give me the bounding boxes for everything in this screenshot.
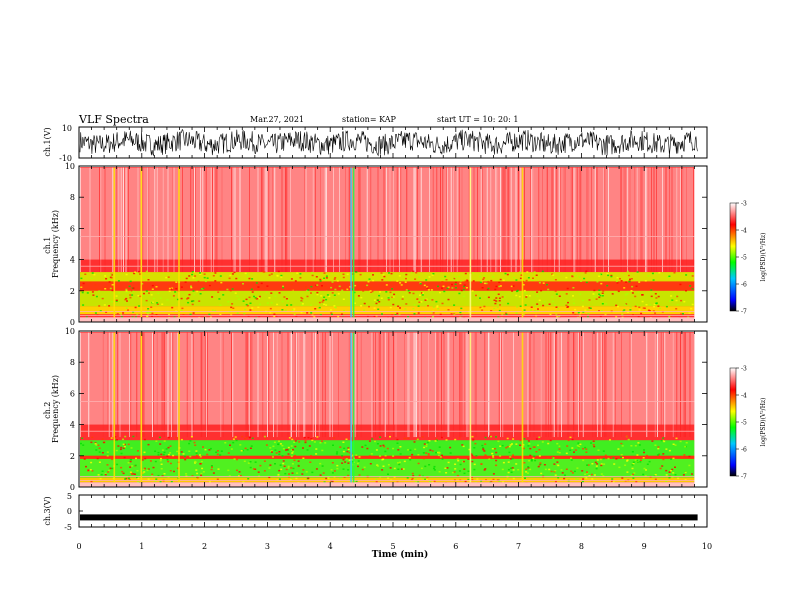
ytick-label: 2	[70, 287, 75, 296]
xtick-label: 7	[516, 542, 521, 551]
colorbar-tick: -6	[741, 282, 747, 289]
xtick-label: 2	[202, 542, 207, 551]
station-label: station= KAP	[342, 115, 396, 124]
colorbar-tick: -4	[741, 393, 747, 400]
xtick-label: 8	[579, 542, 584, 551]
colorbar-tick: -3	[741, 201, 747, 208]
xtick-label: 6	[453, 542, 458, 551]
chart-title: VLF Spectra	[79, 113, 149, 126]
ytick-label: 10	[65, 327, 75, 336]
xtick-label: 5	[390, 542, 395, 551]
start-time-label: start UT = 10: 20: 1	[437, 115, 519, 124]
ch1-spec-ylabel: ch.1 Frequency (kHz)	[43, 210, 60, 278]
xtick-label: 10	[702, 542, 712, 551]
colorbar-tick: -4	[741, 228, 747, 235]
ytick-label: 6	[70, 389, 75, 398]
ytick-label: 8	[70, 193, 75, 202]
ch1-waveform-line	[79, 128, 698, 157]
colorbar-tick: -7	[741, 309, 747, 316]
xtick-label: 1	[139, 542, 144, 551]
ch3-ytick-mid: 0	[67, 507, 72, 516]
xtick-label: 0	[76, 542, 81, 551]
colorbar-tick: -7	[741, 474, 747, 481]
ch2-colorbar: -3 -4 -5 -6 -7 log(PSD)(V²/Hz)	[729, 366, 767, 481]
colorbar-tick: -3	[741, 366, 747, 373]
ch1-spectrogram-panel: 0 2 4 6 8 10 ch.1 Frequency (kHz)	[43, 162, 708, 327]
ch3-waveform-line	[80, 514, 698, 521]
ch3-waveform-panel: 5 0 -5 ch.3(V)	[43, 492, 708, 532]
ch3-waveform-ylabel: ch.3(V)	[43, 496, 52, 525]
ch2-spec-ylabel: ch.2 Frequency (kHz)	[43, 375, 60, 443]
ytick-label: 6	[70, 224, 75, 233]
xtick-label: 4	[328, 542, 333, 551]
ch2-colorbar-label: log(PSD)(V²/Hz)	[760, 398, 767, 447]
ch1-colorbar: -3 -4 -5 -6 -7 log(PSD)(V²/Hz)	[729, 201, 767, 316]
ch1-waveform-ylabel: ch.1(V)	[43, 127, 52, 156]
ch3-ytick-top: 5	[67, 492, 72, 501]
colorbar-tick: -6	[741, 447, 747, 454]
colorbar-tick: -5	[741, 420, 747, 427]
date-label: Mar.27, 2021	[250, 115, 305, 124]
ch2-spectrogram-panel: 0 2 4 6 8 10 ch.2 Frequency (kHz)	[43, 327, 708, 492]
xaxis-label: Time (min)	[372, 549, 429, 560]
ytick-label: 0	[70, 483, 75, 492]
xtick-label: 9	[642, 542, 647, 551]
colorbar-tick: -5	[741, 255, 747, 262]
ch2-spectrogram-image	[80, 332, 706, 487]
ch1-ytick-top: 10	[62, 124, 72, 133]
ch1-ytick-bottom: -10	[59, 154, 72, 163]
time-axis: 0 1 2 3 4 5 6 7 8 9 10	[76, 542, 712, 551]
ytick-label: 10	[65, 162, 75, 171]
ytick-label: 2	[70, 452, 75, 461]
ch1-waveform-panel: 10 -10 ch.1(V)	[43, 124, 708, 163]
ytick-label: 8	[70, 358, 75, 367]
ytick-label: 4	[70, 256, 75, 265]
xtick-label: 3	[265, 542, 270, 551]
ch1-spectrogram-image	[80, 167, 706, 322]
ch3-ytick-bottom: -5	[64, 523, 72, 532]
ytick-label: 4	[70, 421, 75, 430]
ytick-label: 0	[70, 318, 75, 327]
ch1-colorbar-label: log(PSD)(V²/Hz)	[760, 233, 767, 282]
